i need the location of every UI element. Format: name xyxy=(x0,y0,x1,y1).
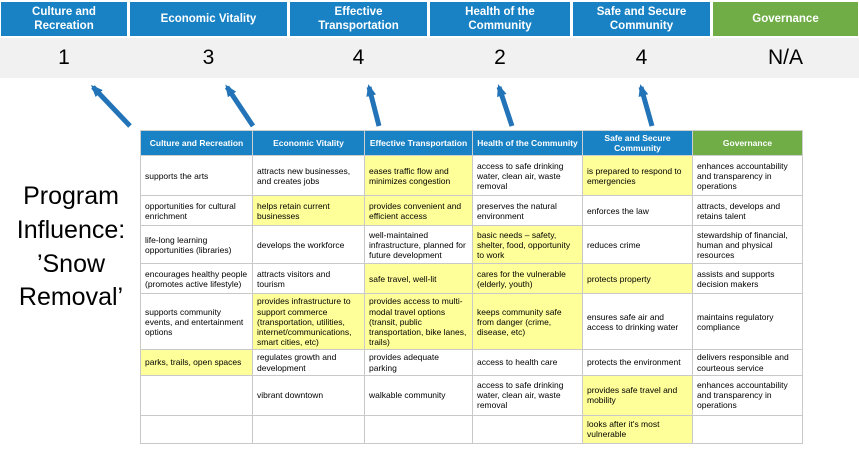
table-cell: opportunities for cultural enrichment xyxy=(140,195,253,227)
table-cell xyxy=(692,414,803,444)
score-arrows xyxy=(90,84,655,128)
table-cell: enhances accountability and transparency… xyxy=(692,155,803,197)
table-cell: provides safe travel and mobility xyxy=(582,374,693,416)
table-cell: develops the workforce xyxy=(252,225,365,265)
table-cell: provides convenient and efficient access xyxy=(364,195,473,227)
table-row: encourages healthy people (promotes acti… xyxy=(140,263,803,295)
table-row: opportunities for cultural enrichment hel… xyxy=(140,195,803,227)
table-cell: attracts visitors and tourism xyxy=(252,263,365,295)
table-cell xyxy=(252,414,365,444)
table-cell: basic needs – safety, shelter, food, opp… xyxy=(472,225,583,265)
table-header-cell: Effective Transportation xyxy=(364,129,473,157)
banner-health-of-the-community: Health of the Community xyxy=(430,2,570,36)
table-cell: looks after it's most vulnerable xyxy=(582,414,693,444)
influence-table: Culture and Recreation Economic Vitality E… xyxy=(140,129,803,444)
table-header-row: Culture and Recreation Economic Vitality E… xyxy=(140,129,803,157)
table-cell xyxy=(364,414,473,444)
table-cell: delivers responsible and courteous servi… xyxy=(692,349,803,376)
table-cell xyxy=(140,414,253,444)
table-cell: eases traffic flow and minimizes congest… xyxy=(364,155,473,197)
table-row: parks, trails, open spaces regulates grow… xyxy=(140,349,803,376)
table-cell: regulates growth and development xyxy=(252,349,365,376)
table-cell: encourages healthy people (promotes acti… xyxy=(140,263,253,295)
table-cell: access to safe drinking water, clean air… xyxy=(472,155,583,197)
up-arrow-icon xyxy=(366,84,382,127)
table-cell: stewardship of financial, human and phys… xyxy=(692,225,803,265)
up-arrow-icon xyxy=(224,84,256,128)
table-cell: helps retain current businesses xyxy=(252,195,365,227)
table-cell: provides infrastructure to support comme… xyxy=(252,293,365,351)
table-cell: provides access to multi-modal travel op… xyxy=(364,293,473,351)
table-cell xyxy=(472,414,583,444)
score-culture-and-recreation: 1 xyxy=(58,46,70,69)
table-cell: reduces crime xyxy=(582,225,693,265)
banner-culture-and-recreation: Culture and Recreation xyxy=(1,2,127,36)
influence-table-body: supports the arts attracts new businesses… xyxy=(140,155,803,444)
score-safe-and-secure-community: 4 xyxy=(635,46,648,69)
table-row: vibrant downtown walkable community access… xyxy=(140,374,803,416)
table-header-cell: Governance xyxy=(692,129,803,157)
table-cell: protects the environment xyxy=(582,349,693,376)
page-title: Program Influence: ’Snow Removal’ xyxy=(16,182,126,312)
table-cell: supports the arts xyxy=(140,155,253,197)
table-header-cell: Economic Vitality xyxy=(252,129,365,157)
influence-table-wrap: Culture and Recreation Economic Vitality E… xyxy=(140,129,803,444)
table-cell: assists and supports decision makers xyxy=(692,263,803,295)
banner-governance: Governance xyxy=(713,2,858,36)
table-cell: walkable community xyxy=(364,374,473,416)
table-cell: access to safe drinking water, clean air… xyxy=(472,374,583,416)
table-cell: life-long learning opportunities (librar… xyxy=(140,225,253,265)
table-cell: provides adequate parking xyxy=(364,349,473,376)
score-governance: N/A xyxy=(767,46,803,69)
category-banner: Culture and Recreation Economic Vitality… xyxy=(1,2,858,36)
table-cell: vibrant downtown xyxy=(252,374,365,416)
table-cell xyxy=(140,374,253,416)
table-header-cell: Safe and Secure Community xyxy=(582,129,693,157)
table-cell: attracts new businesses, and creates job… xyxy=(252,155,365,197)
table-cell: is prepared to respond to emergencies xyxy=(582,155,693,197)
table-cell: maintains regulatory compliance xyxy=(692,293,803,351)
table-cell: supports community events, and entertain… xyxy=(140,293,253,351)
table-cell: preserves the natural environment xyxy=(472,195,583,227)
table-cell: ensures safe air and access to drinking … xyxy=(582,293,693,351)
table-cell: well-maintained infrastructure, planned … xyxy=(364,225,473,265)
table-cell: parks, trails, open spaces xyxy=(140,349,253,376)
score-effective-transportation: 4 xyxy=(352,46,365,69)
score-economic-vitality: 3 xyxy=(202,46,215,69)
score-health-of-the-community: 2 xyxy=(494,46,506,69)
up-arrow-icon xyxy=(90,84,132,128)
table-cell: protects property xyxy=(582,263,693,295)
banner-economic-vitality: Economic Vitality xyxy=(130,2,287,36)
table-header-cell: Health of the Community xyxy=(472,129,583,157)
table-row: life-long learning opportunities (librar… xyxy=(140,225,803,265)
score-band: 1 3 4 2 4 N/A xyxy=(0,38,859,78)
up-arrow-icon xyxy=(638,84,655,127)
table-cell: cares for the vulnerable (elderly, youth… xyxy=(472,263,583,295)
table-row: supports community events, and entertain… xyxy=(140,293,803,351)
table-cell: attracts, develops and retains talent xyxy=(692,195,803,227)
table-cell: safe travel, well-lit xyxy=(364,263,473,295)
table-row: supports the arts attracts new businesses… xyxy=(140,155,803,197)
table-cell: enforces the law xyxy=(582,195,693,227)
table-cell: keeps community safe from danger (crime,… xyxy=(472,293,583,351)
table-header-cell: Culture and Recreation xyxy=(140,129,253,157)
table-row: looks after it's most vulnerable xyxy=(140,414,803,444)
banner-effective-transportation: Effective Transportation xyxy=(290,2,427,36)
table-cell: access to health care xyxy=(472,349,583,376)
up-arrow-icon xyxy=(496,84,515,127)
banner-safe-and-secure-community: Safe and Secure Community xyxy=(573,2,710,36)
table-cell: enhances accountability and transparency… xyxy=(692,374,803,416)
